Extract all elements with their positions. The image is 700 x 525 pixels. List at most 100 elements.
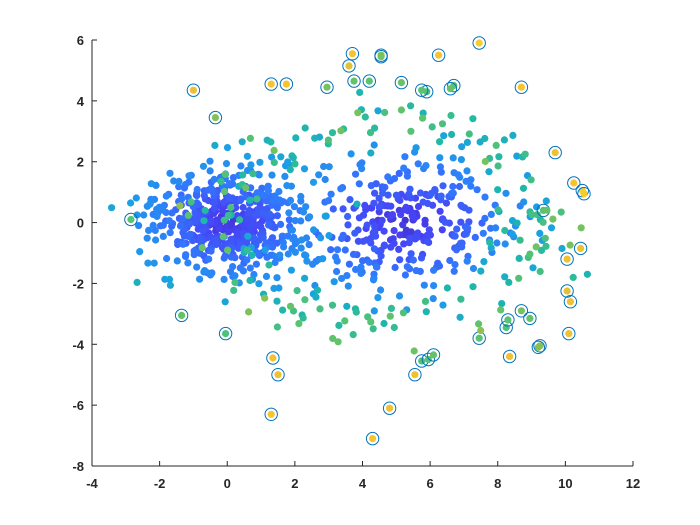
data-point xyxy=(549,215,557,223)
data-point xyxy=(206,271,215,279)
data-point xyxy=(153,205,161,213)
data-point xyxy=(379,189,387,197)
data-point xyxy=(288,152,296,160)
data-point xyxy=(381,183,389,191)
data-point xyxy=(451,261,459,269)
data-point xyxy=(480,258,488,266)
data-point xyxy=(280,243,288,251)
data-point xyxy=(325,197,333,205)
outlier-point xyxy=(570,179,578,187)
data-point xyxy=(207,218,215,226)
outlier-ring xyxy=(266,351,280,365)
data-point xyxy=(359,257,367,265)
data-point xyxy=(301,124,309,132)
data-point xyxy=(346,196,354,204)
data-point xyxy=(515,274,523,282)
data-point xyxy=(333,257,341,265)
data-point xyxy=(401,271,409,279)
outlier-point xyxy=(269,354,277,362)
data-point xyxy=(509,131,517,139)
data-point xyxy=(365,258,373,266)
data-point xyxy=(163,254,171,263)
data-point xyxy=(516,236,524,244)
data-point xyxy=(239,171,247,179)
data-point xyxy=(243,256,251,264)
x-tick-label: 2 xyxy=(291,476,298,491)
data-point xyxy=(237,162,245,170)
data-point xyxy=(328,129,337,137)
data-point xyxy=(453,225,461,233)
data-point xyxy=(428,123,436,131)
outlier-point xyxy=(411,371,419,379)
data-point xyxy=(293,287,301,295)
data-point xyxy=(396,231,404,239)
data-point xyxy=(220,198,228,207)
outlier-ring xyxy=(562,326,576,341)
data-point xyxy=(310,226,318,234)
data-point xyxy=(253,195,261,203)
data-point xyxy=(381,108,389,117)
data-point xyxy=(211,141,219,149)
data-point xyxy=(286,302,295,310)
data-point xyxy=(487,244,495,252)
data-point xyxy=(367,239,375,247)
data-point xyxy=(320,162,328,171)
data-point xyxy=(221,298,229,306)
data-point xyxy=(374,107,382,115)
data-point xyxy=(225,193,233,201)
data-point xyxy=(246,196,254,204)
data-point xyxy=(276,251,284,259)
data-point xyxy=(239,203,247,212)
outlier-ring xyxy=(447,78,461,93)
data-point xyxy=(261,246,269,254)
data-point xyxy=(284,158,292,166)
data-point xyxy=(187,198,195,206)
data-point xyxy=(175,177,183,185)
data-point xyxy=(464,224,472,232)
outlier-point xyxy=(551,149,559,157)
data-point xyxy=(325,232,333,240)
data-point xyxy=(467,176,475,184)
outlier-ring xyxy=(421,352,436,367)
data-point xyxy=(435,262,444,270)
data-point xyxy=(384,191,392,199)
data-point xyxy=(515,254,523,262)
data-point xyxy=(469,283,477,291)
data-point xyxy=(557,208,565,216)
data-point xyxy=(456,313,464,321)
data-point xyxy=(143,234,151,242)
data-point xyxy=(184,211,192,219)
data-point xyxy=(377,286,385,294)
data-point xyxy=(249,170,257,178)
outlier-ring xyxy=(408,368,422,382)
data-point xyxy=(302,252,310,260)
data-point xyxy=(333,267,341,276)
data-point xyxy=(200,217,208,225)
outlier-point xyxy=(189,86,197,94)
data-point xyxy=(220,216,228,224)
data-point xyxy=(176,222,185,230)
data-point xyxy=(270,284,278,292)
outlier-ring xyxy=(264,407,278,421)
data-point xyxy=(230,286,238,294)
data-point xyxy=(388,211,397,219)
data-point xyxy=(292,134,300,142)
data-point xyxy=(513,219,521,227)
data-point xyxy=(221,170,229,178)
data-point xyxy=(329,334,337,343)
data-point xyxy=(429,295,437,303)
data-point xyxy=(395,169,403,177)
data-point xyxy=(449,189,457,197)
y-tick-label: 6 xyxy=(77,33,84,48)
data-point xyxy=(133,278,141,286)
data-point xyxy=(402,203,410,211)
outlier-point xyxy=(267,410,275,418)
data-point xyxy=(311,134,319,142)
data-point xyxy=(256,158,264,166)
x-tick-label: 8 xyxy=(494,476,501,491)
data-point xyxy=(539,218,547,226)
data-point xyxy=(295,320,303,328)
data-point xyxy=(481,134,489,143)
data-point xyxy=(386,312,394,320)
x-tick-label: -4 xyxy=(86,476,98,491)
